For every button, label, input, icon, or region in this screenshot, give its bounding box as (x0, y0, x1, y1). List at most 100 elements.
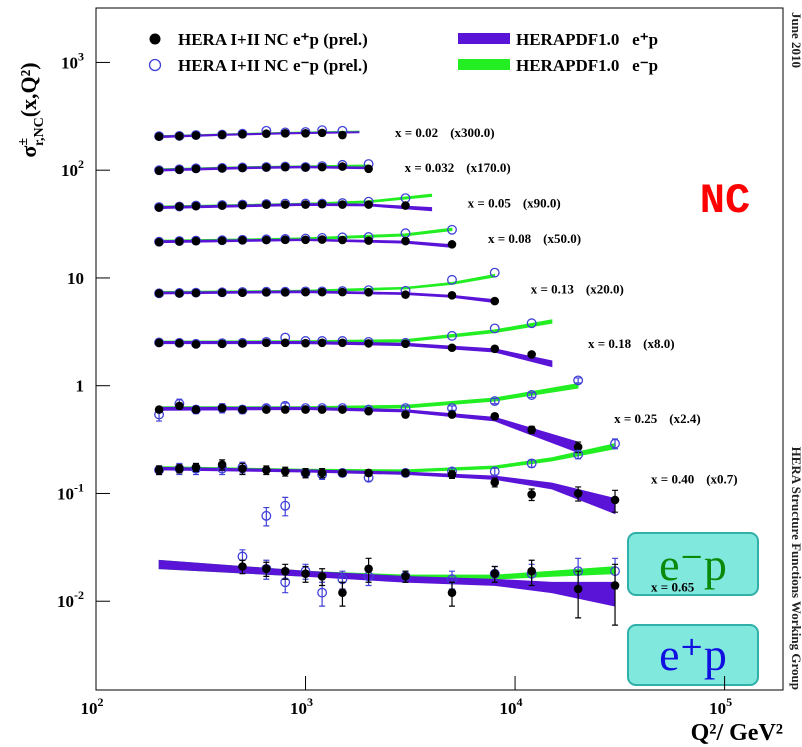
ep-point (262, 465, 271, 475)
ep-point (401, 339, 410, 349)
ep-point (301, 338, 310, 348)
y-tick-label: 10-1 (57, 480, 84, 503)
ep-point (317, 468, 327, 478)
em-box-label: e⁻p (659, 539, 727, 590)
ep-point (338, 235, 347, 245)
ep-point (262, 163, 271, 172)
bin-label: x = 0.08 (x50.0) (488, 231, 581, 246)
legend-marker (149, 33, 161, 45)
ep-point (280, 467, 290, 476)
em-box (627, 532, 759, 596)
ep-point (364, 564, 373, 574)
y-tick-label: 102 (61, 157, 84, 180)
ep-band (158, 131, 360, 139)
legend-marker (458, 33, 510, 44)
y-tick-label: 1 (76, 377, 85, 396)
y-tick-base: 10 (57, 484, 74, 503)
y-tick-label: 10-2 (57, 588, 84, 611)
ep-point (364, 236, 373, 245)
ep-point (317, 572, 327, 581)
bin-x: x = 0.08 (488, 231, 532, 246)
ep-point (154, 289, 164, 298)
ep-point (490, 412, 500, 421)
x-tick-label: 104 (500, 695, 523, 718)
ep-point (175, 165, 184, 175)
x-tick-exp: 3 (307, 695, 313, 709)
em-point (261, 510, 272, 521)
ep-point (447, 410, 457, 419)
ep-point (175, 202, 184, 211)
ep-point (338, 468, 347, 478)
y-tick-label: 10 (67, 269, 84, 288)
legend-label: HERAPDF1.0 e⁺p (516, 30, 658, 49)
ep-point (238, 200, 247, 210)
x-axis-label: Q²/ GeV² (691, 720, 783, 746)
em-band (158, 443, 616, 473)
ep-point (573, 584, 583, 594)
y-tick-exp: -1 (74, 480, 84, 494)
y-label-sub: r,NC (32, 117, 47, 146)
legend-label: HERA I+II NC e⁺p (prel.) (178, 30, 368, 49)
ep-point (175, 401, 184, 411)
ep-point (238, 562, 247, 571)
x-tick-label: 105 (709, 695, 732, 718)
em-point (447, 224, 457, 235)
y-tick-label: 103 (61, 49, 84, 72)
ep-point (262, 564, 271, 574)
ep-point (175, 289, 184, 298)
ep-point (191, 288, 201, 298)
em-point (489, 267, 500, 278)
ep-point (301, 128, 310, 138)
bin-label: x = 0.65 (651, 579, 695, 594)
ep-point (217, 403, 227, 413)
em-point (573, 449, 584, 460)
bin-x: x = 0.032 (405, 160, 455, 175)
em-point (174, 201, 185, 212)
y-tick-base: 10 (61, 53, 78, 72)
y-tick-base: 1 (76, 377, 85, 396)
ep-point (175, 464, 184, 473)
y-tick-base: 10 (57, 592, 74, 611)
ep-point (301, 163, 310, 172)
y-tick-exp: -2 (74, 588, 84, 602)
bin-x: x = 0.18 (588, 336, 632, 351)
ep-point (527, 350, 536, 359)
bin-factor: (x20.0) (586, 281, 624, 296)
ep-point (217, 339, 227, 349)
legend-label: HERAPDF1.0 e⁻p (516, 56, 658, 75)
x-tick-exp: 4 (517, 695, 523, 709)
ep-point (490, 569, 500, 579)
date-note: June 2010 (789, 12, 802, 68)
ep-point (447, 291, 457, 300)
ep-point (610, 581, 620, 590)
ep-point (317, 287, 327, 297)
ep-point (610, 495, 620, 505)
x-tick-base: 10 (709, 699, 726, 718)
legend-marker (458, 59, 510, 70)
ep-point (364, 339, 373, 348)
em-point (526, 458, 537, 469)
ep-point (317, 235, 327, 244)
ep-point (401, 201, 410, 210)
ep-point (301, 468, 310, 478)
ep-point (317, 405, 327, 414)
bin-factor: (x90.0) (523, 195, 561, 210)
ep-point (364, 406, 373, 416)
error-bar (612, 563, 619, 626)
ep-point (401, 410, 410, 419)
ep-point (238, 464, 247, 473)
em-point (280, 500, 291, 511)
ep-point (280, 405, 290, 414)
ep-point (191, 131, 201, 140)
bin-label: x = 0.40 (x0.7) (651, 472, 738, 487)
bin-x: x = 0.05 (468, 195, 512, 210)
ep-point (573, 489, 583, 498)
y-label-sup: ± (16, 138, 31, 146)
ep-point (317, 128, 327, 138)
x-tick-exp: 2 (98, 695, 104, 709)
ep-point (447, 588, 457, 597)
em-point (573, 375, 584, 386)
ep-point (490, 296, 500, 306)
bin-x: x = 0.13 (531, 281, 575, 296)
